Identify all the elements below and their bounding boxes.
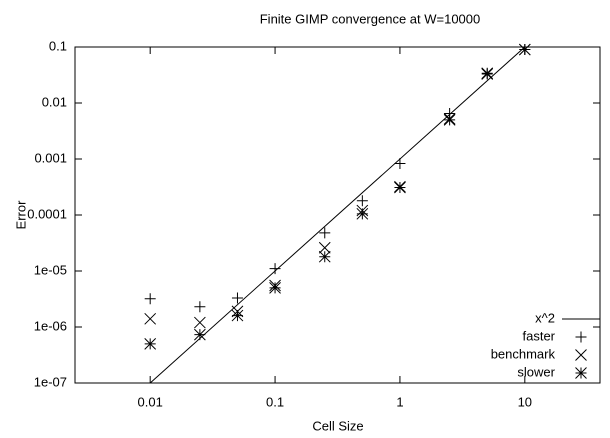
point — [269, 263, 281, 275]
point — [318, 250, 331, 263]
point — [394, 181, 406, 194]
y-axis-label: Error — [13, 200, 28, 230]
point — [443, 114, 456, 126]
point — [231, 309, 244, 322]
point — [518, 43, 531, 56]
x-tick-label: 0.01 — [138, 394, 163, 409]
point — [144, 312, 157, 325]
x-tick-label: 0.1 — [266, 394, 284, 409]
y-tick-label: 1e-07 — [34, 374, 67, 389]
y-tick-label: 0.001 — [34, 150, 67, 165]
y-tick-label: 0.1 — [49, 38, 67, 53]
x-tick-label: 1 — [396, 394, 403, 409]
y-tick-label: 0.01 — [42, 94, 67, 109]
legend-swatch — [575, 331, 587, 343]
y-tick-label: 0.0001 — [27, 206, 67, 221]
point — [144, 293, 156, 305]
legend-label: slower — [517, 364, 555, 379]
legend-swatch — [575, 367, 587, 379]
x-tick-label: 10 — [518, 394, 532, 409]
line-series — [149, 46, 526, 384]
point — [269, 282, 281, 294]
point — [194, 301, 206, 313]
legend-label: benchmark — [491, 346, 556, 361]
point — [194, 316, 206, 329]
point — [318, 241, 331, 254]
legend-swatch — [575, 349, 587, 361]
x-axis-label: Cell Size — [312, 418, 363, 433]
point — [144, 338, 157, 350]
chart-title: Finite GIMP convergence at W=10000 — [260, 11, 481, 26]
point — [356, 195, 368, 207]
point — [356, 207, 369, 220]
legend-label: x^2 — [535, 310, 555, 325]
y-tick-label: 1e-06 — [34, 318, 67, 333]
point — [319, 227, 331, 239]
point — [194, 328, 206, 341]
point — [231, 292, 243, 304]
y-tick-label: 1e-05 — [34, 262, 67, 277]
point — [481, 68, 494, 80]
point — [394, 158, 406, 170]
legend-label: faster — [522, 328, 555, 343]
